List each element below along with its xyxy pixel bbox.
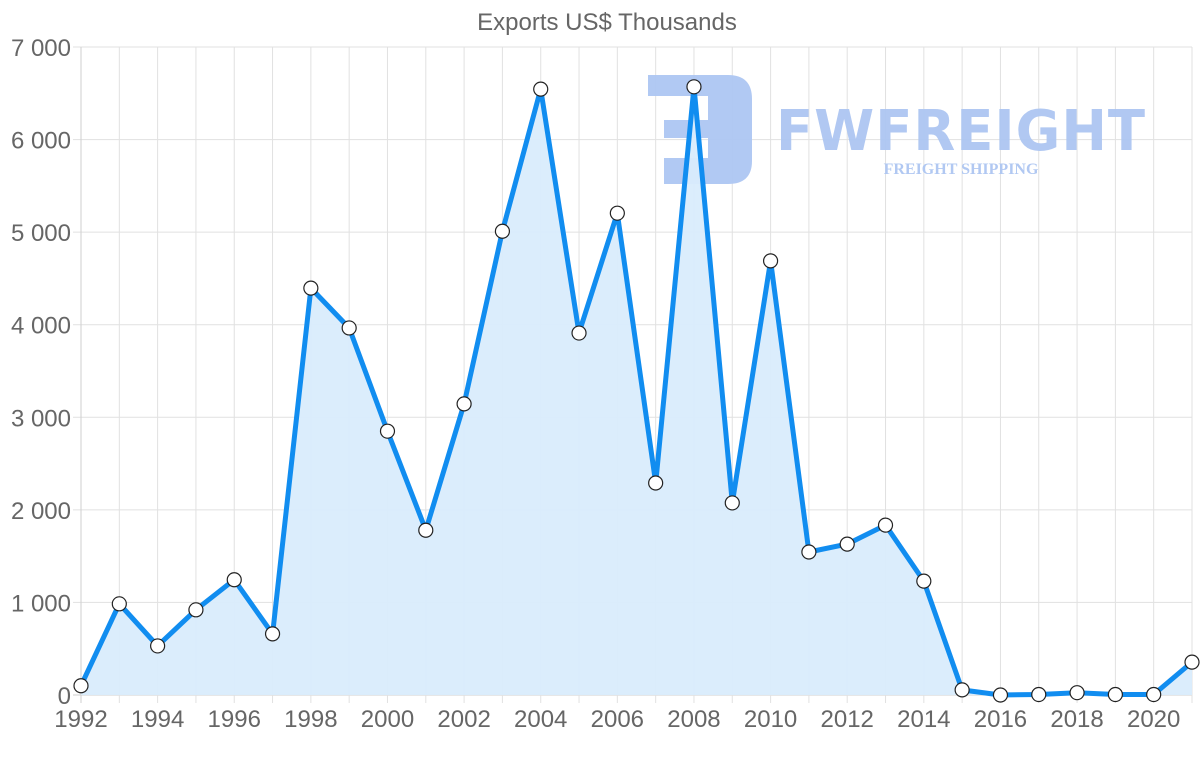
data-point-markers: [73, 79, 1200, 703]
data-point-2003[interactable]: [494, 223, 511, 239]
y-tick-label: 5 000: [11, 220, 71, 247]
x-tick-label: 2004: [514, 706, 567, 733]
data-point-2009[interactable]: [724, 495, 740, 511]
data-point-2002[interactable]: [456, 396, 472, 412]
x-tick-label: 2000: [361, 706, 414, 733]
y-tick-label: 1 000: [11, 590, 71, 617]
x-tick-label: 1998: [284, 706, 337, 733]
x-tick-label: 2020: [1127, 706, 1180, 733]
data-point-1992[interactable]: [73, 678, 89, 694]
data-point-2010[interactable]: [762, 253, 779, 269]
data-point-1995[interactable]: [188, 602, 204, 618]
x-axis-ticks: 1992 1994 1996 1998 2000 2002 2004 2006 2008 2010…: [54, 706, 1180, 733]
watermark-brand: FWFREIGHT: [776, 99, 1146, 164]
x-tick-label: 2010: [744, 706, 797, 733]
data-point-2014[interactable]: [916, 573, 932, 589]
fwfreight-watermark: FWFREIGHT FREIGHT SHIPPING: [648, 75, 1146, 184]
x-tick-label: 1996: [208, 706, 261, 733]
data-point-1997[interactable]: [264, 626, 281, 642]
y-tick-label: 3 000: [11, 405, 71, 432]
x-tick-label: 2006: [591, 706, 644, 733]
exports-area-fill: [81, 86, 1192, 696]
data-point-2005[interactable]: [571, 325, 587, 341]
data-point-2016[interactable]: [992, 687, 1009, 703]
x-tick-label: 1992: [54, 706, 107, 733]
y-tick-label: 7 000: [11, 35, 71, 62]
data-point-2018[interactable]: [1069, 685, 1085, 701]
x-tick-label: 2002: [437, 706, 490, 733]
data-point-1999[interactable]: [341, 320, 357, 336]
x-tick-label: 2016: [974, 706, 1027, 733]
data-point-2012[interactable]: [839, 536, 855, 552]
watermark-tagline: FREIGHT SHIPPING: [884, 161, 1039, 178]
data-point-2000[interactable]: [379, 423, 396, 439]
data-point-2021[interactable]: [1184, 654, 1200, 670]
x-tick-label: 1994: [131, 706, 184, 733]
data-point-2020[interactable]: [1146, 686, 1162, 703]
data-point-2017[interactable]: [1031, 686, 1047, 703]
data-point-2011[interactable]: [801, 544, 817, 560]
y-tick-label: 4 000: [11, 313, 71, 340]
y-tick-label: 2 000: [11, 498, 71, 525]
data-point-2015[interactable]: [954, 682, 970, 698]
x-tick-label: 2008: [667, 706, 720, 733]
y-axis-ticks: 0 1 000 2 000 3 000 4 000 5 000 6 000 7 000: [11, 35, 71, 710]
data-point-2013[interactable]: [877, 517, 894, 533]
y-tick-label: 0: [58, 683, 71, 710]
chart-title: Exports US$ Thousands: [477, 9, 737, 36]
y-tick-label: 6 000: [11, 128, 71, 155]
data-point-2004[interactable]: [533, 81, 549, 97]
data-point-2001[interactable]: [418, 522, 434, 538]
data-point-2019[interactable]: [1107, 686, 1123, 703]
data-point-1994[interactable]: [150, 638, 166, 654]
data-point-1996[interactable]: [226, 572, 242, 588]
data-point-1993[interactable]: [111, 596, 127, 612]
x-tick-label: 2018: [1050, 706, 1103, 733]
data-point-2006[interactable]: [609, 205, 625, 221]
data-point-2008[interactable]: [686, 79, 702, 95]
x-tick-label: 2012: [821, 706, 874, 733]
x-tick-label: 2014: [897, 706, 950, 733]
data-point-1998[interactable]: [303, 280, 319, 296]
data-point-2007[interactable]: [648, 475, 664, 491]
